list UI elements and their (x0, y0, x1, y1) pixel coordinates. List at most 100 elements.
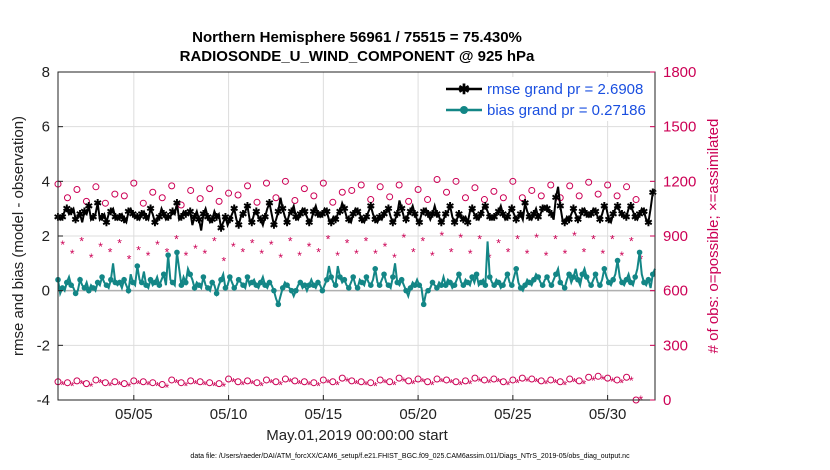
rmse-point: ✱ (305, 218, 314, 229)
legend-bias-label: bias grand pr = 0.27186 (487, 102, 646, 119)
obs-possible-point (206, 185, 214, 193)
obs-possible-point (158, 194, 166, 202)
obs-possible-point (120, 380, 128, 388)
obs-assimilated-point: * (165, 381, 170, 395)
obs-assimilated-point: * (288, 234, 293, 248)
obs-assimilated-point: * (98, 377, 103, 391)
obs-assimilated-point: * (335, 378, 340, 392)
obs-possible-point (234, 378, 242, 386)
bias-point (434, 285, 440, 291)
obs-possible-point (357, 181, 365, 189)
bias-point (354, 285, 361, 291)
obs-possible-point (623, 183, 631, 191)
rmse-point: ✱ (446, 201, 455, 212)
obs-possible-point (130, 179, 138, 187)
obs-possible-point (499, 378, 507, 386)
obs-possible-point (82, 197, 90, 205)
obs-possible-point (215, 197, 223, 205)
bias-point (288, 287, 295, 294)
rmse-point: ✱ (569, 204, 578, 215)
obs-possible-point (518, 194, 526, 202)
obs-possible-point (187, 186, 195, 194)
obs-assimilated-point: * (477, 233, 482, 247)
bias-point (341, 276, 348, 283)
bias-point (385, 282, 392, 289)
obs-assimilated-point: * (269, 377, 274, 391)
obs-possible-point (196, 195, 204, 203)
obs-possible-point (338, 374, 346, 382)
bias-point (390, 274, 396, 280)
obs-assimilated-point: * (297, 378, 302, 392)
rmse-point: ✱ (622, 212, 631, 223)
rmse-point: ✱ (340, 204, 349, 215)
rmse-point: ✱ (301, 207, 310, 218)
bias-point (539, 282, 546, 289)
bias-point (526, 279, 533, 286)
rmse-point: ✱ (455, 210, 464, 221)
obs-possible-point (120, 192, 128, 200)
obs-possible-point (480, 376, 488, 384)
rmse-point: ✱ (138, 210, 147, 221)
obs-possible-point (82, 380, 90, 388)
rmse-point: ✱ (415, 218, 424, 229)
rmse-point: ✱ (133, 212, 142, 223)
plot-area: * * * * * * * * * * * * * * * * * * * * * * * * * * * * * * * * * * * * * * * *… (54, 71, 658, 407)
obs-assimilated-point: * (402, 375, 407, 389)
rmse-point: ✱ (503, 212, 512, 223)
obs-assimilated-point: * (212, 234, 217, 248)
obs-possible-point (244, 377, 252, 385)
obs-assimilated-point: * (506, 378, 511, 392)
bias-point (605, 279, 612, 286)
obs-possible-point (443, 376, 451, 384)
obs-possible-point (461, 377, 469, 385)
bias-point (279, 285, 286, 291)
rmse-point: ✱ (287, 207, 296, 218)
obs-possible-point (528, 375, 536, 383)
obs-assimilated-point: * (250, 236, 255, 250)
obs-possible-point (63, 194, 71, 202)
bias-point (636, 249, 643, 256)
obs-possible-point (73, 377, 81, 385)
obs-assimilated-point: * (307, 378, 312, 392)
rmse-point: ✱ (164, 212, 173, 223)
rmse-point: ✱ (574, 215, 583, 226)
obs-assimilated-point: * (601, 373, 606, 387)
obs-assimilated-point: * (79, 234, 84, 248)
obs-assimilated-point: * (496, 236, 501, 250)
obs-possible-point (499, 194, 507, 202)
obs-assimilated-point: * (155, 379, 160, 393)
obs-assimilated-point: * (288, 376, 293, 390)
obs-assimilated-point: * (354, 378, 359, 392)
rmse-point: ✱ (345, 215, 354, 226)
obs-possible-point (566, 375, 574, 383)
bias-point (561, 285, 568, 291)
rmse-point: ✱ (371, 215, 380, 226)
obs-possible-point (585, 178, 593, 186)
rmse-point: ✱ (239, 210, 248, 221)
y-right-tick-label: 1200 (663, 173, 696, 190)
rmse-point: ✱ (186, 207, 195, 218)
obs-possible-point (244, 182, 252, 190)
obs-possible-point (139, 199, 147, 207)
rmse-point: ✱ (644, 218, 653, 229)
rmse-point: ✱ (323, 207, 332, 218)
obs-assimilated-point: * (601, 247, 606, 261)
bias-point (583, 274, 590, 280)
obs-possible-point (92, 376, 100, 384)
bias-point (597, 282, 603, 289)
obs-assimilated-point: * (136, 378, 141, 392)
bias-point (623, 276, 630, 283)
obs-possible-point (376, 183, 384, 191)
obs-possible-point (149, 188, 157, 196)
rmse-point: ✱ (204, 212, 213, 223)
obs-possible-point (101, 199, 109, 207)
x-tick-label: 05/05 (115, 406, 153, 423)
bias-point (112, 279, 119, 286)
y-tick-label: 0 (42, 283, 50, 300)
rmse-point: ✱ (168, 207, 177, 218)
y-tick-label: 6 (42, 119, 50, 136)
y-tick-label: 8 (42, 64, 50, 81)
rmse-point: ✱ (605, 215, 614, 226)
right-axis-ticks: 0 300 600 900 1200 1500 1800 (650, 64, 696, 409)
